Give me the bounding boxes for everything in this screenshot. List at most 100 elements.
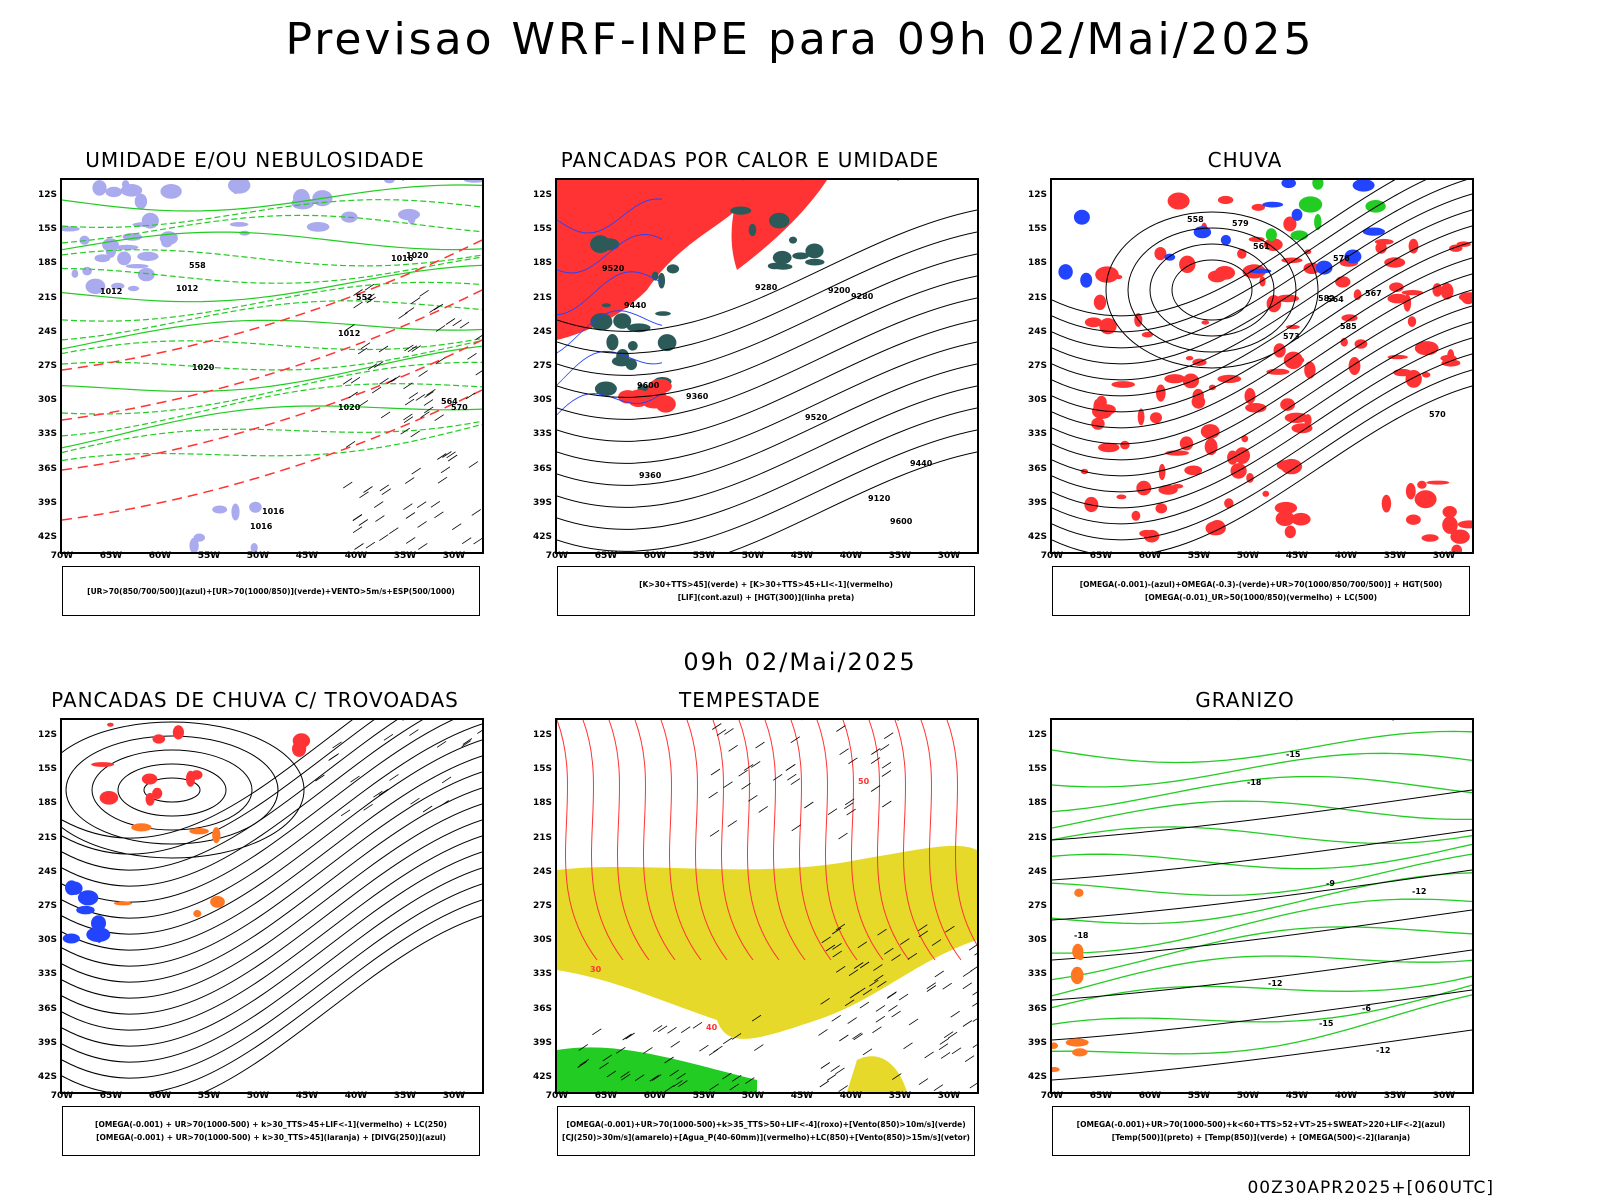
wind-vector bbox=[839, 748, 849, 756]
rain-area bbox=[1375, 242, 1387, 254]
divergence-area bbox=[65, 880, 79, 896]
temp850-contour bbox=[1052, 843, 1472, 870]
contour-label: 567 bbox=[1365, 289, 1382, 298]
contour-label: -12 bbox=[1412, 887, 1426, 896]
wind-vector bbox=[373, 501, 384, 508]
wind-vector bbox=[315, 774, 325, 782]
wind-vector bbox=[831, 1014, 841, 1022]
longitude-label: 65W bbox=[594, 551, 618, 561]
temp850-contour bbox=[1052, 926, 1472, 981]
wind-vector bbox=[790, 778, 801, 785]
wind-vector bbox=[972, 1018, 977, 1022]
latitude-label: 30S bbox=[532, 395, 552, 406]
contour-label: -15 bbox=[1286, 750, 1301, 759]
wind-vector bbox=[436, 740, 447, 748]
humidity-contour bbox=[62, 383, 482, 437]
panel-title: TEMPESTADE bbox=[679, 688, 821, 712]
humidity-area bbox=[105, 186, 123, 198]
streamline bbox=[1052, 385, 1472, 552]
water-contour bbox=[557, 720, 598, 961]
wind-vector bbox=[804, 801, 814, 809]
wind-vector bbox=[918, 930, 929, 938]
rain-area bbox=[1442, 506, 1457, 518]
rain-area bbox=[1179, 436, 1194, 451]
rain-area bbox=[1426, 480, 1450, 485]
streamline bbox=[1052, 273, 1472, 445]
rain-area bbox=[1303, 262, 1321, 274]
wind-vector bbox=[407, 345, 418, 353]
longitude-label: 40W bbox=[1334, 1091, 1358, 1101]
thunderstorm-area bbox=[107, 722, 114, 727]
wind-vector bbox=[755, 741, 765, 749]
streamline bbox=[62, 819, 482, 1015]
rain-area bbox=[1143, 529, 1160, 543]
rain-area bbox=[1084, 317, 1103, 328]
wind-vector bbox=[820, 997, 830, 1005]
humidity-contour bbox=[62, 184, 482, 212]
wind-vector bbox=[350, 775, 360, 783]
rain-area bbox=[1164, 374, 1186, 384]
contour-label: -15 bbox=[1319, 1019, 1334, 1028]
contour-label: 576 bbox=[1333, 254, 1350, 263]
omega-area bbox=[1065, 1038, 1089, 1047]
rain-area bbox=[1348, 357, 1361, 375]
wind-vector bbox=[426, 388, 436, 396]
wind-vector bbox=[708, 1048, 719, 1056]
wind-vector bbox=[836, 725, 846, 732]
streamline bbox=[62, 720, 353, 839]
legend-box: [OMEGA(-0.001)+UR>70(1000-500)+k>35_TTS>… bbox=[557, 1106, 975, 1156]
wind-vector bbox=[419, 289, 429, 297]
wind-vector bbox=[625, 1032, 635, 1040]
streamline bbox=[1052, 241, 1472, 413]
wind-vector bbox=[418, 370, 428, 377]
rain-area bbox=[1114, 274, 1123, 280]
wind-vector bbox=[934, 970, 945, 978]
map-svg: 1012 101210121016101610161020102010205705… bbox=[62, 180, 482, 552]
map-frame: 1012 1012 1012 1016 1016 1016 1020 1020 1020 570 5… bbox=[60, 178, 484, 554]
wind-vector bbox=[373, 790, 383, 798]
rain-area bbox=[1237, 248, 1247, 259]
temp500-contour bbox=[1052, 949, 1472, 1001]
wind-vector bbox=[835, 923, 846, 931]
wind-vector bbox=[877, 980, 887, 988]
latitude-label: 39S bbox=[532, 497, 552, 508]
latitude-label: 39S bbox=[37, 497, 57, 508]
map-panel: UMIDADE E/OU NEBULOSIDADE 1012 1012 1012 101… bbox=[25, 148, 485, 663]
legend-line: [OMEGA(-0.001)+UR>70(1000-500)+k>35_TTS>… bbox=[566, 1120, 966, 1129]
rain-area bbox=[1387, 293, 1409, 304]
longitude-label: 45W bbox=[790, 1091, 814, 1101]
humidity-contour bbox=[62, 337, 482, 355]
contour-label: 9520 bbox=[805, 413, 828, 422]
omega-area bbox=[1073, 209, 1090, 225]
latitude-label: 39S bbox=[1027, 1037, 1047, 1048]
thickness-contour bbox=[62, 389, 482, 521]
temp850-contour bbox=[1052, 872, 1472, 925]
wind-vector bbox=[745, 1077, 755, 1084]
wind-vector bbox=[416, 501, 427, 509]
streamline bbox=[62, 835, 482, 1031]
rain-area bbox=[1417, 480, 1427, 489]
wind-vector bbox=[652, 1025, 663, 1032]
latitude-label: 21S bbox=[37, 832, 57, 843]
latitude-label: 24S bbox=[37, 326, 57, 337]
contour-label: 558 bbox=[1187, 215, 1204, 224]
wind-vector bbox=[405, 512, 416, 519]
thickness-contour bbox=[62, 289, 482, 421]
latitude-label: 21S bbox=[37, 292, 57, 303]
temp500-contour bbox=[1052, 789, 1472, 841]
panel-title: UMIDADE E/OU NEBULOSIDADE bbox=[85, 148, 425, 172]
wind-vector bbox=[731, 1074, 742, 1082]
wind-vector bbox=[643, 1047, 653, 1054]
wind-vector bbox=[968, 944, 977, 951]
wind-vector bbox=[360, 342, 371, 350]
streamline bbox=[62, 883, 482, 1079]
longitude-label: 55W bbox=[197, 551, 221, 561]
wind-vector bbox=[933, 1084, 944, 1092]
humidity-area bbox=[160, 184, 182, 199]
contour-label: 1012 bbox=[100, 287, 122, 296]
streamline bbox=[62, 721, 305, 859]
humidity-contour bbox=[62, 300, 482, 341]
streamline bbox=[1052, 353, 1472, 525]
streamline bbox=[62, 720, 375, 855]
contour-label: 40 bbox=[706, 1023, 718, 1032]
